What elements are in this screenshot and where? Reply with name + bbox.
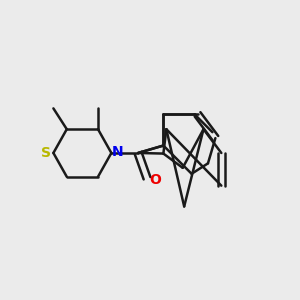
Text: O: O xyxy=(149,173,161,187)
Text: N: N xyxy=(112,145,123,159)
Text: S: S xyxy=(41,146,51,160)
